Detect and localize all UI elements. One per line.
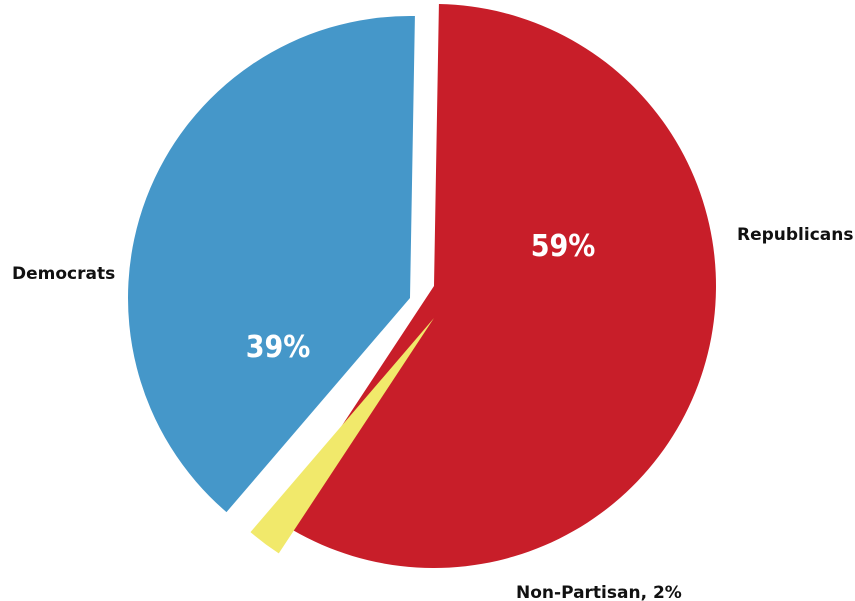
slice-value-label: 59% xyxy=(531,229,596,264)
slice-category-label: Democrats xyxy=(12,264,115,284)
slice-value-label: 39% xyxy=(246,330,311,365)
slice-category-label: Republicans xyxy=(737,225,854,245)
slice-category-label: Non-Partisan, 2% xyxy=(516,583,682,601)
